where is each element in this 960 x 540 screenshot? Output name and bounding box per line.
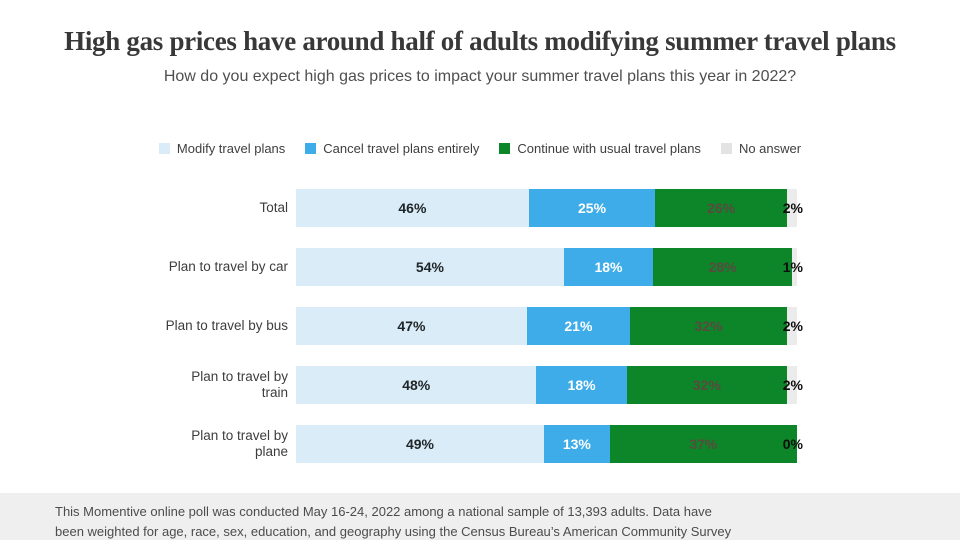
no-answer-label: 2% (782, 200, 803, 216)
bar-segment: 54% (296, 248, 564, 286)
methodology-note: This Momentive online poll was conducted… (55, 504, 732, 539)
no-answer-label: 0% (782, 436, 803, 452)
legend-label: No answer (738, 141, 802, 156)
bar-segment: 18% (563, 248, 654, 286)
legend: Modify travel plans Cancel travel plans e… (0, 141, 960, 156)
stacked-bar: 54% 18% 28% 1% (296, 248, 803, 286)
bar-segment: 13% (543, 425, 610, 463)
legend-label: Continue with usual travel plans (517, 141, 701, 156)
chart-row: Plan to travel by bus 47% 21% 32% 2% (0, 307, 803, 345)
chart-row: Plan to travel by car 54% 18% 28% 1% (0, 248, 803, 286)
no-answer-label: 1% (782, 259, 803, 275)
legend-item-2: Continue with usual travel plans (499, 141, 701, 156)
legend-swatch-icon (305, 143, 317, 154)
chart-row: Plan to travel by train 48% 18% 32% 2% (0, 366, 803, 404)
bar-segment: 48% (296, 366, 537, 404)
bar-segment: 32% (629, 307, 788, 345)
stacked-bar: 47% 21% 32% 2% (296, 307, 803, 345)
category-label: Plan to travel by plane (191, 428, 288, 459)
bar-segment: 26% (655, 189, 787, 227)
legend-swatch-icon (499, 143, 511, 154)
bar-segment: 18% (536, 366, 627, 404)
bar-segment: 32% (626, 366, 787, 404)
bar-segment: 25% (528, 189, 656, 227)
stacked-bar: 48% 18% 32% 2% (296, 366, 803, 404)
category-label: Total (259, 200, 288, 215)
bar-segment: 49% (296, 425, 544, 463)
legend-item-3: No answer (720, 141, 802, 156)
legend-item-0: Modify travel plans (158, 141, 286, 156)
legend-item-1: Cancel travel plans entirely (305, 141, 479, 156)
category-label: Plan to travel by train (191, 369, 288, 400)
chart-row: Plan to travel by plane 49% 13% 37% 0% (0, 425, 803, 463)
legend-swatch-icon (720, 143, 732, 154)
stacked-bar: 46% 25% 26% 2% (296, 189, 803, 227)
chart-row: Total 46% 25% 26% 2% (0, 189, 803, 227)
footer: This Momentive online poll was conducted… (0, 493, 960, 540)
bar-segment: 28% (653, 248, 793, 286)
stacked-bar: 49% 13% 37% 0% (296, 425, 803, 463)
legend-label: Cancel travel plans entirely (323, 141, 480, 156)
no-answer-label: 2% (782, 377, 803, 393)
bar-segment: 21% (526, 307, 630, 345)
bar-segment: 37% (609, 425, 797, 463)
bar-segment: 46% (296, 189, 529, 227)
chart-subtitle: How do you expect high gas prices to imp… (163, 68, 797, 85)
chart: Total 46% 25% 26% 2% Plan to travel by car 54%… (0, 189, 803, 484)
bar-segment: 47% (296, 307, 527, 345)
no-answer-label: 2% (782, 318, 803, 334)
category-label: Plan to travel by bus (165, 318, 288, 333)
page-title: High gas prices have around half of adul… (64, 26, 896, 56)
category-label: Plan to travel by car (168, 259, 288, 274)
legend-label: Modify travel plans (176, 141, 286, 156)
legend-swatch-icon (158, 143, 170, 154)
